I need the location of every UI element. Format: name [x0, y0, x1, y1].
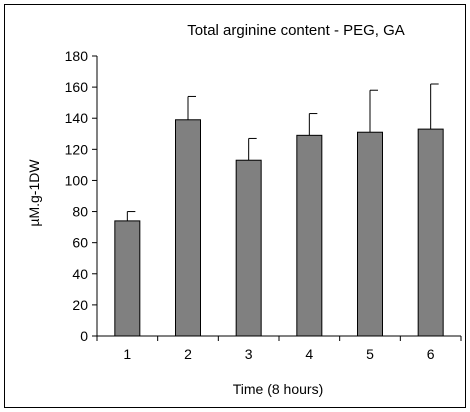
bar-6 [417, 128, 444, 337]
x-axis-label: Time (8 hours) [233, 381, 324, 397]
y-tick-label: 180 [65, 48, 89, 64]
y-tick-label: 140 [65, 110, 89, 126]
y-tick-label: 20 [72, 297, 88, 313]
y-tick-label: 160 [65, 79, 89, 95]
x-tick-label: 3 [245, 346, 253, 362]
x-tick-label: 4 [305, 346, 313, 362]
bar-5 [357, 131, 383, 337]
bar-2 [175, 119, 201, 337]
y-tick-label: 40 [72, 266, 88, 282]
bar-1 [114, 220, 141, 337]
y-tick-label: 60 [72, 235, 88, 251]
plot-area: 0 20 40 60 80 100 120 140 160 180 1 2 3 4 5 6 [65, 48, 462, 362]
x-tick-label: 5 [366, 346, 374, 362]
chart-title: Total arginine content - PEG, GA [187, 22, 405, 39]
x-tick-label: 1 [123, 346, 131, 362]
bar-chart: Total arginine content - PEG, GA µM.g-1D… [26, 22, 462, 397]
chart-frame: Total arginine content - PEG, GA µM.g-1D… [4, 4, 466, 408]
x-tick-label: 2 [184, 346, 192, 362]
y-axis-label: µM.g-1DW [26, 159, 42, 227]
y-tick-label: 120 [65, 141, 89, 157]
y-tick-label: 0 [80, 328, 88, 344]
x-tick-label: 6 [427, 346, 435, 362]
bar-3 [235, 159, 262, 337]
y-tick-label: 80 [72, 204, 88, 220]
bar-4 [296, 134, 323, 337]
y-tick-label: 100 [65, 172, 89, 188]
